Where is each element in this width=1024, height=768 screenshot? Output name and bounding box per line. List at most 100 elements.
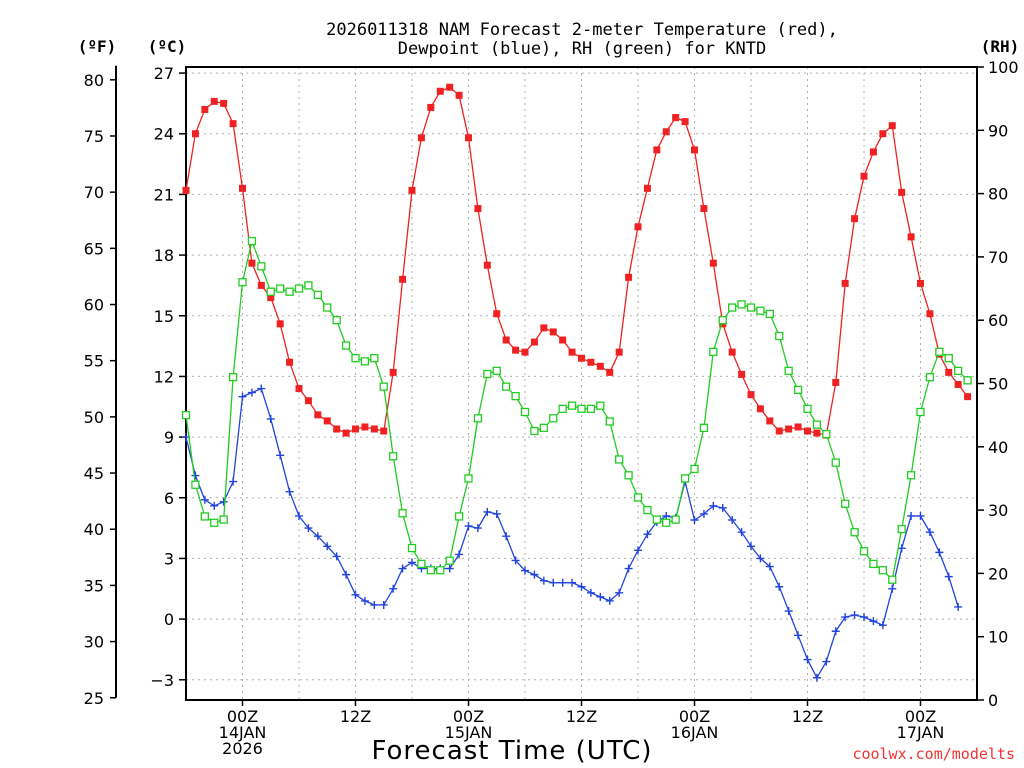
- temperature-point: [483, 261, 491, 269]
- dewpoint-point: [464, 522, 473, 531]
- dewpoint-point: [521, 566, 529, 575]
- rh-point: [210, 518, 219, 527]
- temperature-point: [436, 87, 444, 95]
- rh-point: [238, 278, 247, 287]
- celsius-tick-label: 9: [164, 428, 174, 447]
- dewpoint-point: [304, 524, 313, 533]
- temperature-point: [342, 429, 350, 437]
- celsius-tick-label: 18: [154, 246, 174, 265]
- rh-point: [633, 493, 643, 502]
- rh-tick-label: 20: [988, 564, 1008, 583]
- x-tick-label: 2026: [222, 739, 263, 758]
- dewpoint-point: [728, 516, 737, 525]
- series-dewpoint: [182, 384, 963, 682]
- temperature-point: [380, 427, 388, 435]
- fahrenheit-tick-label: 35: [84, 576, 104, 595]
- temperature-point: [333, 425, 341, 433]
- temperature-point: [408, 186, 416, 194]
- rh-point: [200, 512, 209, 521]
- celsius-tick-label: 6: [164, 489, 174, 508]
- dewpoint-point: [511, 556, 520, 565]
- dewpoint-point: [718, 503, 727, 512]
- credit-text: coolwx.com/modelts: [852, 745, 1015, 763]
- temperature-point: [267, 294, 275, 302]
- rh-point: [398, 509, 407, 518]
- dewpoint-point: [492, 509, 501, 518]
- dewpoint-point: [888, 584, 897, 593]
- temperature-point: [352, 425, 359, 433]
- rh-point: [841, 499, 850, 508]
- temperature-point: [775, 427, 783, 435]
- temperature-point: [615, 348, 623, 356]
- rh-tick-label: 60: [988, 311, 1008, 330]
- temperature-point: [841, 279, 849, 287]
- x-tick-label: 14JAN: [219, 723, 267, 742]
- temperature-point: [653, 146, 661, 154]
- temperature-point: [182, 186, 190, 194]
- temperature-point: [239, 184, 246, 192]
- temperature-point: [210, 97, 218, 105]
- dewpoint-point: [634, 546, 642, 555]
- dewpoint-point: [860, 613, 868, 622]
- fahrenheit-tick-label: 80: [84, 71, 104, 90]
- dewpoint-line: [185, 387, 959, 680]
- rh-point: [775, 331, 784, 341]
- dewpoint-point: [935, 548, 944, 557]
- data-series: [181, 83, 972, 682]
- rh-point: [652, 515, 661, 524]
- temperature-point: [229, 120, 237, 128]
- celsius-tick-label: 27: [154, 64, 174, 83]
- temperature-point: [681, 118, 689, 126]
- temperature-point: [832, 378, 840, 386]
- temperature-point: [813, 429, 821, 437]
- dewpoint-point: [351, 590, 360, 599]
- rh-tick-label: 10: [988, 628, 1008, 647]
- rh-point: [850, 528, 859, 537]
- temperature-point: [549, 328, 557, 336]
- rh-point: [257, 262, 266, 271]
- dewpoint-point: [332, 552, 341, 561]
- temperature-point: [323, 417, 331, 425]
- rh-point: [954, 366, 963, 375]
- temperature-point: [493, 310, 501, 318]
- dewpoint-point: [944, 572, 953, 581]
- rh-point: [407, 543, 417, 553]
- dewpoint-point: [539, 576, 548, 585]
- temperature-point: [766, 417, 774, 425]
- dewpoint-point: [473, 524, 482, 533]
- temperature-point: [785, 425, 793, 433]
- rh-point: [793, 385, 803, 394]
- dewpoint-point: [191, 471, 200, 480]
- rh-point: [191, 480, 200, 489]
- rh-tick-label: 80: [988, 185, 1008, 204]
- dewpoint-point: [586, 588, 595, 597]
- temperature-point: [587, 358, 595, 366]
- temperature-point: [728, 348, 736, 356]
- dewpoint-point: [699, 509, 708, 518]
- celsius-tick-label: 21: [154, 185, 174, 204]
- dewpoint-point: [313, 532, 322, 541]
- dewpoint-point: [916, 511, 925, 520]
- rh-point: [944, 354, 953, 363]
- temperature-point: [417, 134, 425, 142]
- dewpoint-point: [841, 613, 850, 622]
- dewpoint-point: [878, 621, 887, 630]
- rh-point: [699, 423, 709, 432]
- celsius-tick-label: 3: [164, 549, 174, 568]
- dewpoint-point: [812, 673, 821, 682]
- dewpoint-point: [831, 627, 840, 636]
- dewpoint-point: [549, 578, 558, 587]
- fahrenheit-tick-label: 75: [84, 127, 104, 146]
- rh-point: [511, 392, 520, 401]
- rh-line: [185, 238, 969, 582]
- dewpoint-point: [596, 592, 605, 601]
- rh-unit-label: (RH): [981, 37, 1020, 56]
- rh-point: [539, 423, 548, 432]
- fahrenheit-unit-label: (ºF): [78, 37, 117, 56]
- rh-point: [520, 407, 530, 417]
- rh-point: [737, 300, 746, 309]
- rh-point: [605, 417, 614, 426]
- rh-point: [360, 357, 370, 366]
- rh-point: [897, 524, 906, 534]
- temperature-point: [389, 368, 397, 376]
